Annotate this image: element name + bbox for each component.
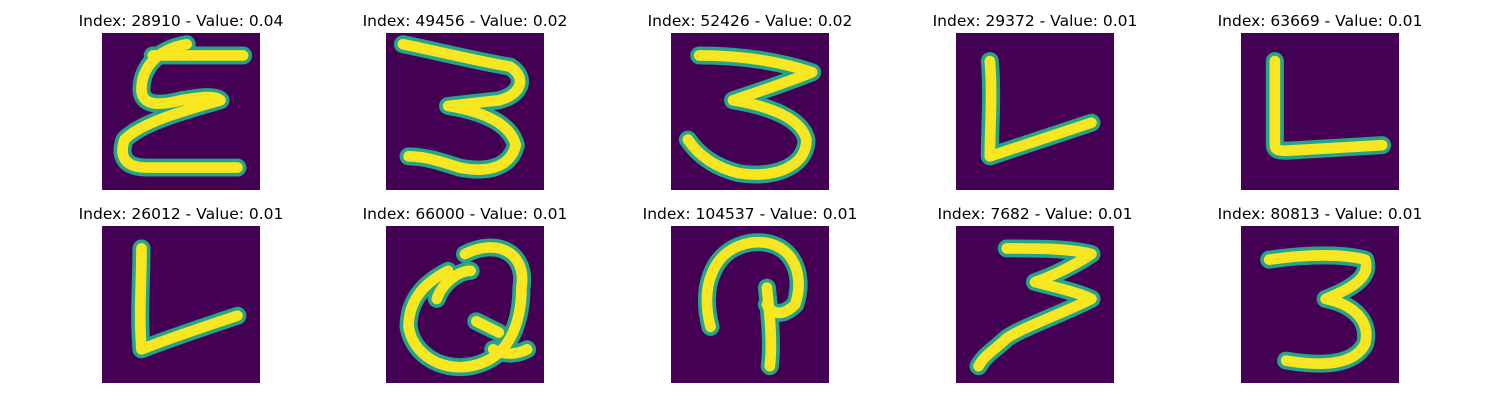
- digit-image: [386, 33, 544, 190]
- digit-image: [671, 226, 829, 383]
- panel-title: Index: 28910 - Value: 0.04: [78, 12, 284, 30]
- panel-title: Index: 7682 - Value: 0.01: [937, 205, 1133, 223]
- panel-5: Index: 63669 - Value: 0.01: [1175, 12, 1465, 202]
- panel-title: Index: 66000 - Value: 0.01: [362, 205, 568, 223]
- panel-title: Index: 63669 - Value: 0.01: [1217, 12, 1423, 30]
- panel-9: Index: 7682 - Value: 0.01: [890, 205, 1180, 395]
- panel-3: Index: 52426 - Value: 0.02: [605, 12, 895, 202]
- panel-6: Index: 26012 - Value: 0.01: [36, 205, 326, 395]
- digit-image: [386, 226, 544, 383]
- digit-image: [956, 33, 1114, 190]
- digit-image: [102, 33, 260, 190]
- panel-8: Index: 104537 - Value: 0.01: [605, 205, 895, 395]
- panel-title: Index: 49456 - Value: 0.02: [362, 12, 568, 30]
- panel-1: Index: 28910 - Value: 0.04: [36, 12, 326, 202]
- digit-image: [1241, 226, 1399, 383]
- panel-title: Index: 52426 - Value: 0.02: [647, 12, 853, 30]
- panel-title: Index: 29372 - Value: 0.01: [932, 12, 1138, 30]
- panel-4: Index: 29372 - Value: 0.01: [890, 12, 1180, 202]
- digit-image: [956, 226, 1114, 383]
- digit-image: [102, 226, 260, 383]
- digit-image: [671, 33, 829, 190]
- panel-title: Index: 26012 - Value: 0.01: [78, 205, 284, 223]
- panel-10: Index: 80813 - Value: 0.01: [1175, 205, 1465, 395]
- panel-title: Index: 104537 - Value: 0.01: [642, 205, 858, 223]
- panel-7: Index: 66000 - Value: 0.01: [320, 205, 610, 395]
- panel-2: Index: 49456 - Value: 0.02: [320, 12, 610, 202]
- digit-image: [1241, 33, 1399, 190]
- panel-title: Index: 80813 - Value: 0.01: [1217, 205, 1423, 223]
